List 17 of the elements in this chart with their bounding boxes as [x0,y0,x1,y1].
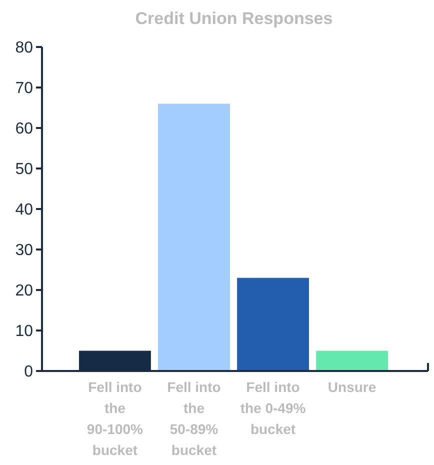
x-tick-label: Fell into the 90-100% bucket [86,379,144,458]
y-tick-label: 10 [15,323,34,340]
chart-title: Credit Union Responses [135,9,333,28]
bar [158,104,230,371]
y-tick-label: 50 [15,161,34,178]
y-tick-label: 40 [15,202,34,219]
y-tick-label: 70 [15,80,34,98]
bar [237,278,309,371]
x-tick-label: Unsure [328,379,376,395]
x-tick-label: Fell into the 50-89% bucket [167,379,221,458]
y-tick-label: 0 [24,364,34,381]
y-tick-label: 20 [15,282,34,300]
y-tick-label: 80 [15,40,34,57]
bar [316,350,388,371]
y-tick-label: 60 [15,120,34,138]
x-tick-label: Fell into the 0-49% bucket [240,379,306,437]
y-tick-label: 30 [15,242,34,260]
